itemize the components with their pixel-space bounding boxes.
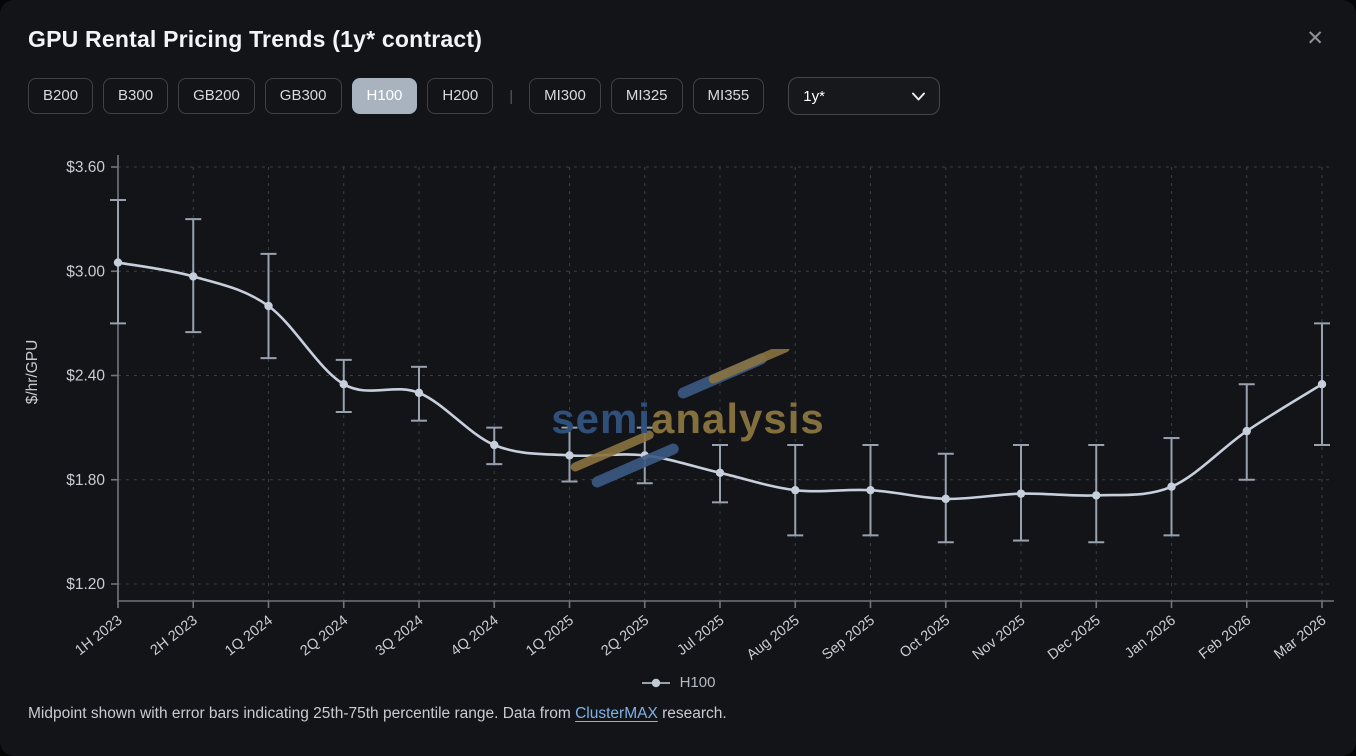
data-point[interactable] — [1317, 379, 1327, 389]
data-point[interactable] — [1167, 482, 1176, 491]
svg-text:Feb 2026: Feb 2026 — [1196, 613, 1254, 663]
svg-text:2H 2023: 2H 2023 — [148, 613, 201, 659]
contract-term-select[interactable]: 1y* — [788, 77, 941, 115]
axes — [111, 155, 1334, 608]
clustermax-link[interactable]: ClusterMAX — [575, 705, 658, 722]
data-point[interactable] — [189, 272, 198, 281]
svg-text:$1.80: $1.80 — [66, 472, 105, 489]
legend-label: H100 — [679, 674, 716, 691]
x-tick-labels: 1H 2023 2H 2023 1Q 2024 2Q 2024 3Q 2024 4Q 20… — [72, 613, 1329, 664]
data-point[interactable] — [339, 379, 348, 389]
close-icon[interactable]: ✕ — [1300, 26, 1330, 51]
svg-text:$2.40: $2.40 — [66, 368, 105, 385]
chart-area: $3.60 $3.00 $2.40 $1.80 $1.20 $/hr/GPU 1H 2023… — [0, 127, 1356, 672]
gpu-filter-gb200[interactable]: GB200 — [178, 78, 255, 114]
contract-term-value: 1y* — [803, 87, 825, 105]
svg-text:Oct 2025: Oct 2025 — [897, 613, 953, 662]
svg-text:2Q 2024: 2Q 2024 — [298, 613, 352, 660]
gpu-filter-mi300[interactable]: MI300 — [529, 78, 601, 114]
gpu-filter-h100[interactable]: H100 — [351, 78, 418, 114]
page-title: GPU Rental Pricing Trends (1y* contract) — [28, 26, 483, 52]
gpu-group-separator: | — [509, 87, 514, 105]
svg-text:Dec 2025: Dec 2025 — [1045, 613, 1104, 664]
gpu-filter-gb300[interactable]: GB300 — [264, 78, 342, 114]
data-point[interactable] — [866, 485, 875, 495]
footnote-text-after: research. — [657, 705, 727, 722]
data-point[interactable] — [715, 468, 725, 477]
data-point[interactable] — [941, 494, 950, 504]
chevron-down-icon — [912, 92, 926, 100]
gpu-filter-mi355[interactable]: MI355 — [692, 78, 765, 114]
svg-text:$1.20: $1.20 — [66, 576, 105, 593]
svg-text:Aug 2025: Aug 2025 — [744, 613, 803, 664]
data-point[interactable] — [113, 258, 123, 267]
svg-text:1Q 2024: 1Q 2024 — [222, 613, 276, 660]
gpu-filter-h200[interactable]: H200 — [427, 78, 494, 114]
data-point[interactable] — [1016, 489, 1026, 498]
error-bars — [110, 199, 1330, 544]
svg-text:$3.00: $3.00 — [66, 263, 105, 280]
data-point[interactable] — [414, 388, 424, 398]
modal-header: GPU Rental Pricing Trends (1y* contract)… — [0, 0, 1356, 53]
svg-text:1H 2023: 1H 2023 — [72, 613, 125, 659]
price-trend-chart: $3.60 $3.00 $2.40 $1.80 $1.20 $/hr/GPU 1H 2023… — [24, 155, 1334, 664]
data-point[interactable] — [490, 440, 499, 450]
svg-text:Jan 2026: Jan 2026 — [1122, 613, 1179, 662]
data-point[interactable] — [565, 451, 574, 460]
svg-text:4Q 2024: 4Q 2024 — [448, 613, 502, 660]
legend-marker-icon — [641, 678, 670, 687]
footnote-text-before: Midpoint shown with error bars indicatin… — [28, 705, 576, 722]
data-point[interactable] — [1092, 491, 1101, 500]
svg-text:$3.60: $3.60 — [66, 159, 105, 176]
gpu-filter-buttons: B200 B300 GB200 GB300 H100 H200 | MI300 MI325 MI3… — [28, 78, 765, 114]
data-point[interactable] — [640, 451, 649, 460]
data-point[interactable] — [791, 485, 800, 495]
y-tick-labels: $3.60 $3.00 $2.40 $1.80 $1.20 — [66, 159, 105, 593]
svg-text:2Q 2025: 2Q 2025 — [599, 613, 653, 660]
footnote: Midpoint shown with error bars indicatin… — [0, 705, 1356, 723]
svg-text:Jul 2025: Jul 2025 — [674, 613, 727, 659]
gridlines — [117, 166, 1334, 601]
svg-text:1Q 2025: 1Q 2025 — [523, 613, 577, 660]
chart-legend: H100 — [0, 674, 1356, 691]
svg-text:Nov 2025: Nov 2025 — [970, 613, 1029, 664]
series-line-h100 — [116, 261, 1324, 501]
gpu-filter-toolbar: B200 B300 GB200 GB300 H100 H200 | MI300 MI325 MI3… — [0, 53, 1356, 115]
gpu-filter-b300[interactable]: B300 — [103, 78, 169, 114]
gpu-filter-mi325[interactable]: MI325 — [610, 78, 683, 114]
data-point[interactable] — [264, 301, 273, 311]
svg-text:Sep 2025: Sep 2025 — [819, 613, 878, 664]
svg-text:3Q 2024: 3Q 2024 — [373, 613, 427, 660]
gpu-filter-b200[interactable]: B200 — [28, 78, 94, 114]
data-point[interactable] — [1242, 426, 1251, 436]
y-axis-label: $/hr/GPU — [24, 340, 41, 405]
svg-text:Mar 2026: Mar 2026 — [1271, 613, 1329, 663]
